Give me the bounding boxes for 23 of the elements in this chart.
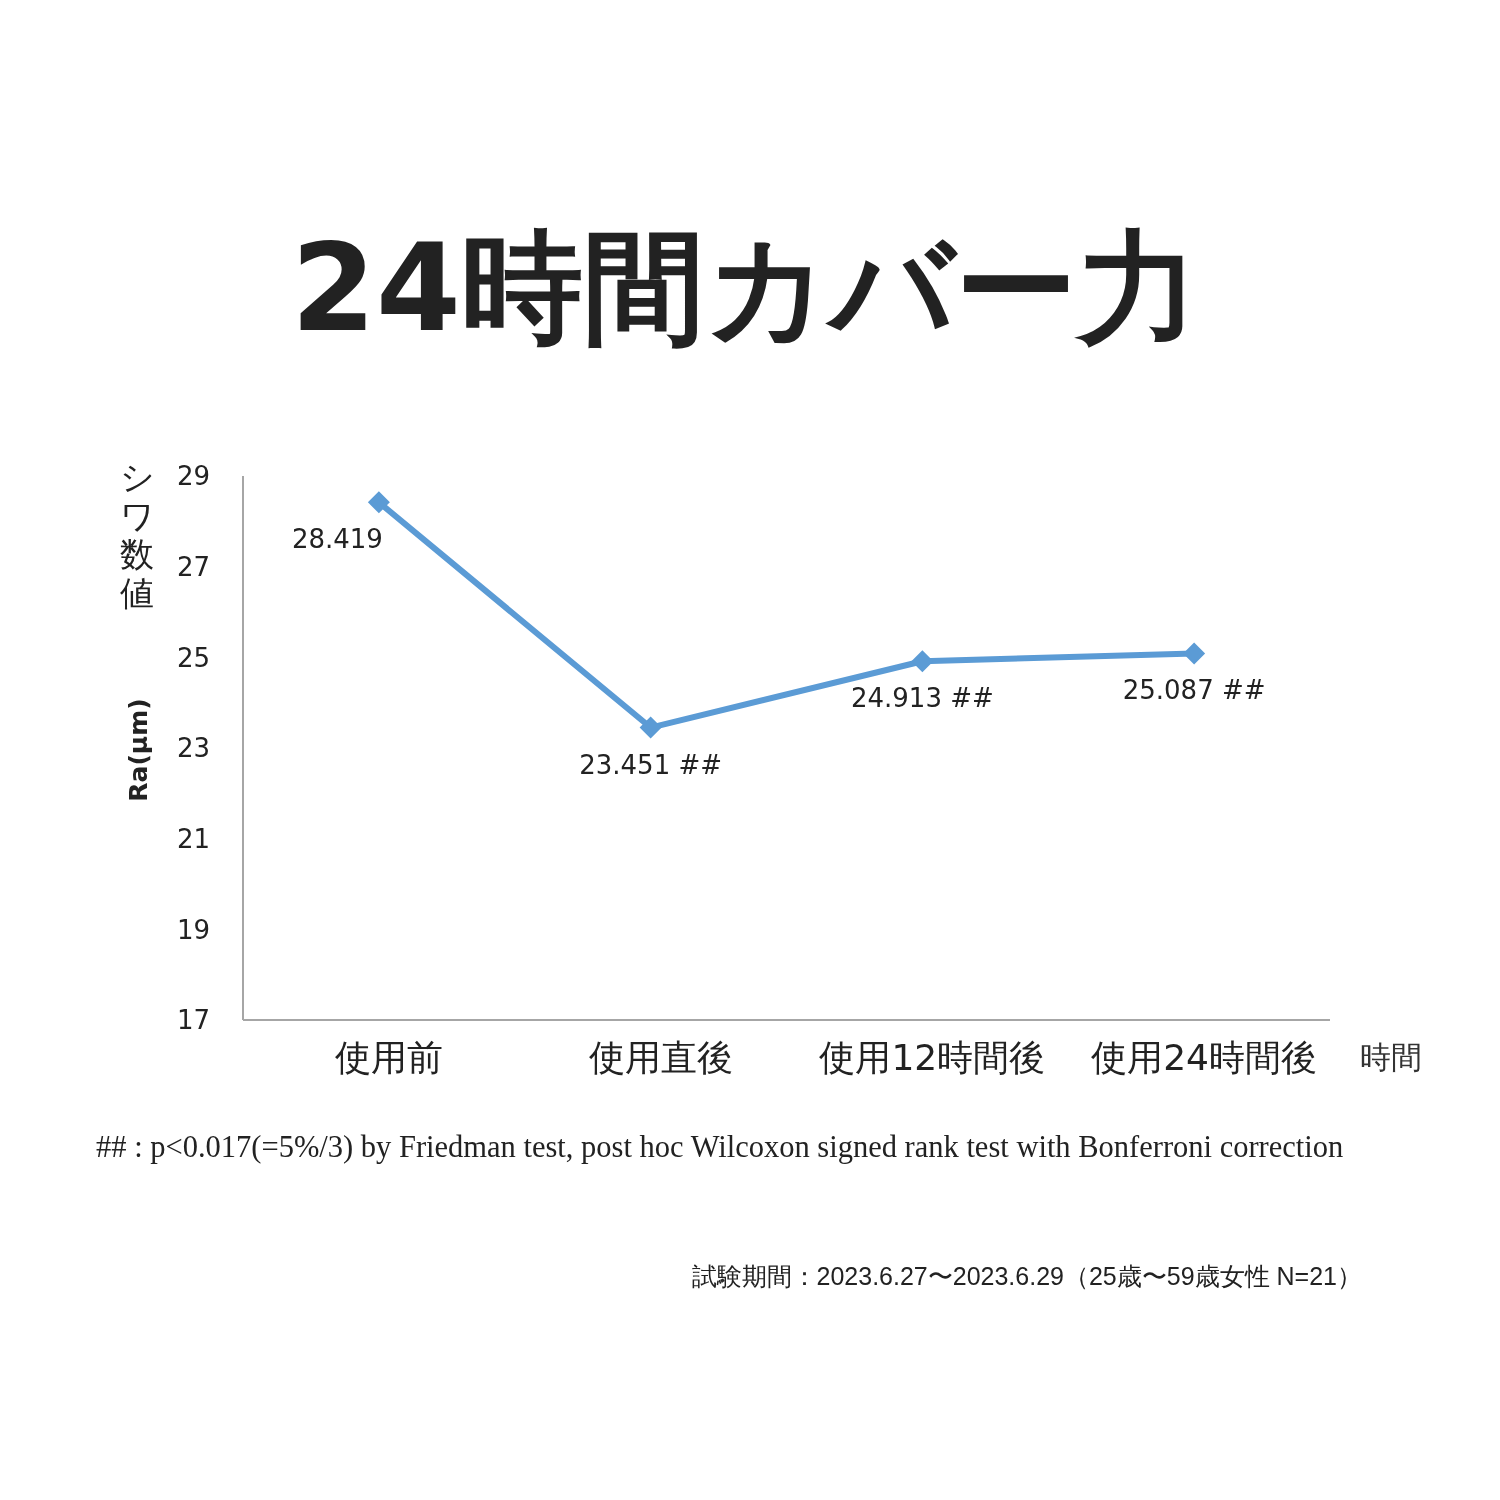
y-tick-label: 17 bbox=[176, 1005, 210, 1036]
x-axis-title: 時間 bbox=[1360, 1039, 1422, 1075]
data-label: 24.913 ## bbox=[850, 683, 994, 714]
point bbox=[1183, 642, 1206, 665]
y-tick-label: 29 bbox=[176, 461, 210, 492]
point bbox=[911, 650, 934, 673]
x-tick-label: 使用12時間後 bbox=[819, 1037, 1046, 1078]
point bbox=[367, 491, 390, 514]
point bbox=[639, 716, 662, 739]
y-tick-label: 19 bbox=[176, 914, 210, 945]
data-label: 23.451 ## bbox=[579, 749, 723, 780]
text: ## : p<0.017(=5%/3) by Friedman test, post hoc Wilcoxon signed rank test with Bonferroni correction bbox=[96, 1130, 1344, 1164]
data-label: 28.419 bbox=[291, 524, 383, 555]
data-label: 25.087 ## bbox=[1122, 675, 1266, 706]
y-tick-label: 27 bbox=[176, 552, 210, 583]
x-tick-label: 使用直後 bbox=[588, 1037, 733, 1078]
chart-title: 24時間カバー力 bbox=[291, 217, 1199, 359]
x-tick-label: 使用前 bbox=[334, 1037, 443, 1078]
y-tick-label: 21 bbox=[176, 824, 210, 855]
text: 試験期間：2023.6.27〜2023.6.29（25歳〜59歳女性 N=21） bbox=[691, 1262, 1362, 1290]
x-tick-label: 使用24時間後 bbox=[1091, 1037, 1318, 1078]
y-tick-label: 23 bbox=[176, 733, 210, 764]
y-tick-label: 25 bbox=[176, 642, 210, 673]
